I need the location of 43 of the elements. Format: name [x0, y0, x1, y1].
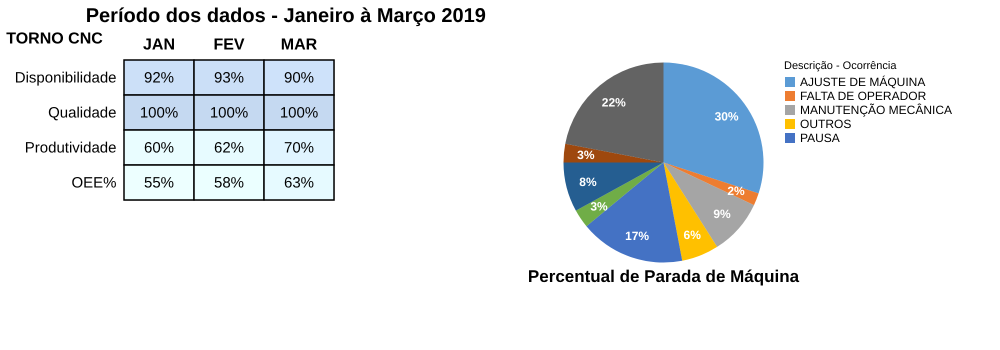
x-tick-label: MAR	[280, 36, 318, 54]
y-tick-label: Produtividade	[24, 140, 116, 156]
data-label: 63%	[284, 174, 314, 192]
y-tick-label: OEE%	[71, 174, 116, 192]
data-label: 55%	[144, 174, 174, 192]
pie-slice	[564, 162, 664, 211]
data-label: 92%	[144, 70, 174, 86]
text: Percentual de Parada de Máquina	[528, 267, 800, 286]
legend-label: FALTA DE OPERADOR	[800, 89, 927, 103]
data-label: 17%	[625, 228, 650, 243]
data-label: 93%	[214, 70, 244, 86]
data-label: 8%	[579, 174, 597, 189]
legend-label: OUTROS	[800, 117, 852, 131]
data-label: 62%	[214, 140, 244, 156]
legend-label: AJUSTE DE MÁQUINA	[800, 75, 926, 89]
data-label: 3%	[590, 199, 608, 214]
chart-title: Período dos dados - Janeiro à Março 2019	[86, 5, 486, 27]
data-label: 58%	[214, 174, 244, 192]
data-label: 70%	[284, 140, 314, 156]
data-label: 60%	[144, 140, 174, 156]
data-label: 9%	[713, 207, 732, 222]
data-label: 2%	[727, 184, 746, 198]
legend-title: Descrição - Ocorrência	[784, 60, 898, 72]
pie-slice	[565, 62, 664, 162]
data-label: 30%	[714, 110, 739, 124]
legend-label: MANUTENÇÃO MECÂNICA	[800, 103, 952, 117]
x-tick-label: FEV	[213, 36, 245, 54]
pie-slice	[664, 62, 764, 194]
legend-label: PAUSA	[800, 131, 840, 145]
data-label: 22%	[602, 95, 626, 110]
data-label: 3%	[577, 148, 595, 162]
data-label: 90%	[284, 70, 314, 86]
pie-slice	[664, 162, 754, 247]
y-axis-title: TORNO CNC	[6, 30, 104, 48]
pie-slice	[564, 144, 664, 162]
data-label: 100%	[140, 104, 178, 122]
pie-slice	[576, 162, 664, 226]
y-tick-label: Qualidade	[48, 104, 116, 122]
data-label: 100%	[280, 104, 318, 122]
y-tick-label: Disponibilidade	[14, 70, 116, 86]
data-label: 100%	[210, 104, 248, 122]
x-tick-label: JAN	[142, 36, 176, 54]
data-label: 6%	[684, 228, 702, 242]
